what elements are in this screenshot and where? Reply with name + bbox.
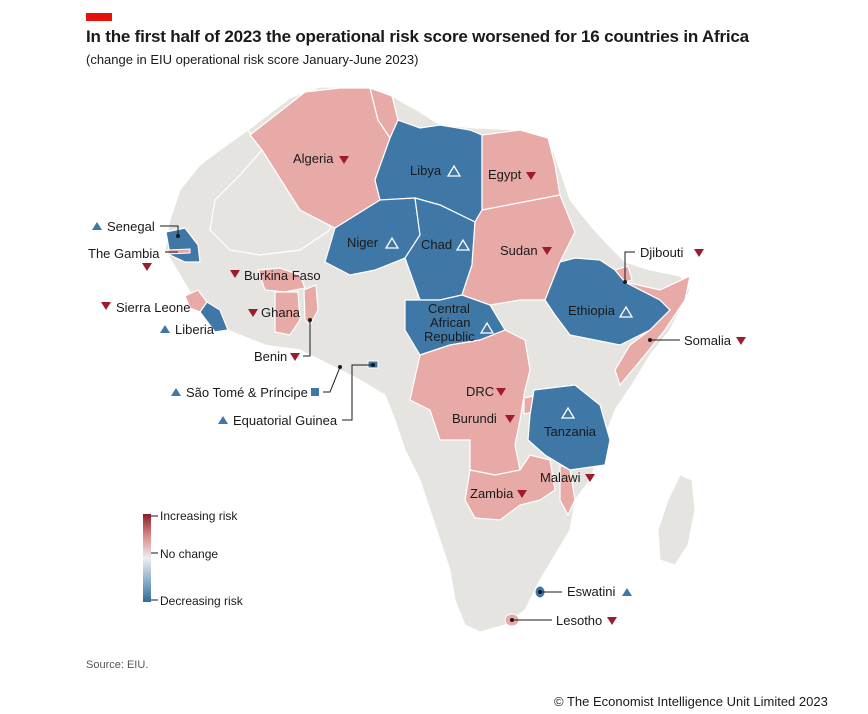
legend-increasing: Increasing risk [160, 509, 238, 523]
country-benin[interactable] [303, 284, 319, 326]
label-tanzania: Tanzania [544, 424, 597, 439]
madagascar-shape [657, 474, 696, 566]
label-sierra-leone: Sierra Leone [116, 300, 190, 315]
marker-chad-up-icon [455, 238, 471, 251]
label-senegal: Senegal [107, 219, 155, 234]
marker-libya-up-icon [446, 164, 462, 177]
dot-senegal [176, 234, 180, 238]
label-lesotho: Lesotho [556, 613, 602, 628]
change-markers [92, 156, 746, 625]
label-egypt: Egypt [488, 167, 522, 182]
leader-lines [160, 225, 680, 621]
marker-zambia-down-icon [517, 490, 527, 498]
label-burkina: Burkina Faso [244, 268, 321, 283]
marker-ghana-down-icon [248, 309, 258, 317]
label-eswatini: Eswatini [567, 584, 616, 599]
label-algeria: Algeria [293, 151, 334, 166]
label-chad: Chad [421, 237, 452, 252]
chart-title: In the first half of 2023 the operationa… [86, 27, 749, 46]
legend-decreasing: Decreasing risk [160, 594, 244, 608]
marker-sao-tome-up-icon [171, 388, 181, 396]
marker-eq-guinea-up-icon [218, 416, 228, 424]
label-car-3: Republic [424, 329, 475, 344]
marker-sudan-down-icon [542, 247, 552, 255]
country-zambia[interactable] [464, 454, 556, 521]
marker-drc-down-icon [496, 388, 506, 396]
country-drc[interactable] [409, 329, 531, 476]
label-car-1: Central [428, 301, 470, 316]
marker-senegal-up-icon [92, 222, 102, 230]
marker-tanzania-up-icon [560, 406, 576, 419]
country-liberia[interactable] [199, 301, 229, 333]
copyright-note: © The Economist Intelligence Unit Limite… [554, 694, 828, 709]
marker-somalia-down-icon [736, 337, 746, 345]
marker-benin-down-icon [290, 353, 300, 361]
marker-algeria-down-icon [339, 156, 349, 164]
label-malawi: Malawi [540, 470, 581, 485]
country-burkina[interactable] [257, 267, 306, 293]
marker-gambia-down-icon [142, 263, 152, 271]
source-note: Source: EIU. [86, 659, 149, 671]
dot-sao-tome [338, 365, 342, 369]
leader-senegal [160, 225, 179, 236]
leader-dots [176, 234, 652, 622]
marker-eswatini-up-icon [622, 588, 632, 596]
dot-somalia [648, 338, 652, 342]
marker-niger-up-icon [384, 236, 400, 249]
leader-benin [303, 320, 311, 357]
marker-burundi-down-icon [505, 415, 515, 423]
leader-sao-tome [323, 366, 341, 393]
country-malawi[interactable] [559, 464, 576, 517]
marker-car-up-icon [479, 321, 495, 334]
leader-djibouti [624, 251, 635, 282]
label-drc: DRC [466, 384, 494, 399]
brand-accent-bar [86, 13, 112, 21]
marker-sierra-leone-down-icon [101, 302, 111, 310]
label-djibouti: Djibouti [640, 245, 683, 260]
marker-ethiopia-up-icon [618, 305, 634, 318]
dot-lesotho [510, 618, 514, 622]
dot-eq-guinea [371, 363, 375, 367]
label-benin: Benin [254, 349, 287, 364]
legend-gradient-bar [143, 514, 151, 602]
marker-lesotho-down-icon [607, 617, 617, 625]
legend: Increasing risk No change Decreasing ris… [143, 509, 244, 608]
label-somalia: Somalia [684, 333, 732, 348]
country-somalia[interactable] [614, 274, 691, 387]
country-sao-tome-marker[interactable] [311, 388, 319, 396]
label-ethiopia: Ethiopia [568, 303, 616, 318]
marker-liberia-up-icon [160, 325, 170, 333]
label-eq-guinea: Equatorial Guinea [233, 413, 338, 428]
label-burundi: Burundi [452, 411, 497, 426]
country-djibouti[interactable] [613, 265, 633, 283]
label-libya: Libya [410, 163, 442, 178]
marker-burkina-down-icon [230, 270, 240, 278]
label-zambia: Zambia [470, 486, 514, 501]
leader-eq-guinea [342, 364, 373, 421]
country-tanzania[interactable] [527, 384, 611, 471]
label-niger: Niger [347, 235, 379, 250]
dot-benin [308, 318, 312, 322]
dot-eswatini [538, 590, 542, 594]
marker-egypt-down-icon [526, 172, 536, 180]
label-sudan: Sudan [500, 243, 538, 258]
label-car-2: African [430, 315, 470, 330]
label-gambia: The Gambia [88, 246, 160, 261]
label-liberia: Liberia [175, 322, 215, 337]
marker-djibouti-down-icon [694, 249, 704, 257]
country-gambia[interactable] [167, 248, 191, 255]
country-ghana[interactable] [274, 291, 301, 336]
label-ghana: Ghana [261, 305, 301, 320]
chart-subtitle: (change in EIU operational risk score Ja… [86, 52, 419, 67]
marker-malawi-down-icon [585, 474, 595, 482]
dot-djibouti [623, 280, 627, 284]
legend-nochange: No change [160, 547, 218, 561]
label-sao-tome: São Tomé & Príncipe [186, 385, 308, 400]
